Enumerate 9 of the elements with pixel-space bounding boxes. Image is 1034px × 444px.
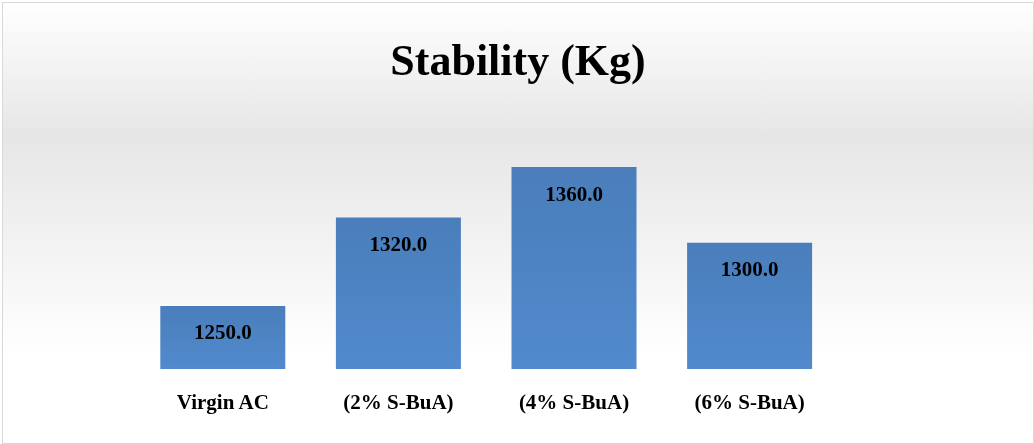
x-tick-label: Virgin AC — [176, 389, 269, 414]
chart-title: Stability (Kg) — [390, 35, 646, 85]
x-tick-label: (4% S-BuA) — [518, 389, 630, 414]
data-label: 1250.0 — [193, 320, 252, 345]
x-tick-label: (2% S-BuA) — [343, 389, 454, 414]
data-label: 1300.0 — [720, 257, 779, 282]
data-label: 1360.0 — [545, 181, 603, 206]
x-tick-label: (6% S-BuA) — [694, 389, 805, 414]
data-label: 1320.0 — [369, 232, 428, 256]
